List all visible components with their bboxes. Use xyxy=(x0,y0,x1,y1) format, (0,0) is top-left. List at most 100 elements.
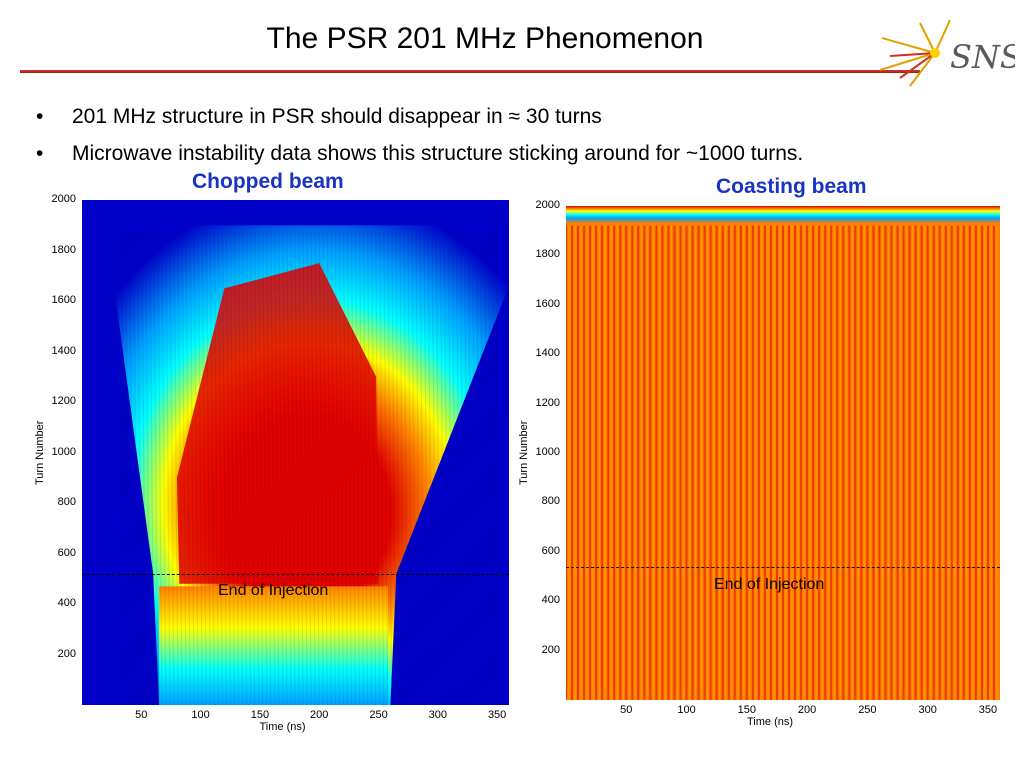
x-tick-label: 150 xyxy=(250,709,270,721)
striation xyxy=(492,230,498,706)
striation xyxy=(475,230,482,706)
striation xyxy=(427,230,433,706)
striation xyxy=(193,230,199,706)
striation xyxy=(237,230,244,706)
striation xyxy=(141,230,147,706)
striation xyxy=(121,230,127,706)
end-of-injection-label: End of Injection xyxy=(218,582,329,599)
y-tick-label: 2000 xyxy=(51,193,76,205)
striation xyxy=(387,230,393,706)
y-tick-label: 1000 xyxy=(535,446,560,458)
striation xyxy=(173,230,179,706)
striation xyxy=(241,230,248,706)
striation xyxy=(383,230,389,706)
y-tick-label: 1800 xyxy=(535,248,560,261)
striation xyxy=(391,230,397,706)
y-tick-label: 800 xyxy=(541,495,560,508)
striation xyxy=(217,230,224,706)
striation xyxy=(362,230,369,706)
striation xyxy=(153,230,159,706)
y-tick-label: 600 xyxy=(541,544,560,557)
x-tick-label: 100 xyxy=(677,704,696,716)
striation xyxy=(233,230,240,706)
striation xyxy=(451,230,457,706)
y-axis-label: Turn Number xyxy=(518,420,530,485)
striation xyxy=(443,230,449,706)
x-axis-label: Time (ns) xyxy=(259,721,306,733)
x-tick-label: 250 xyxy=(858,704,877,716)
striation xyxy=(439,230,445,706)
sns-logo: SNS xyxy=(880,19,1015,87)
striation xyxy=(471,230,478,706)
striation xyxy=(145,230,151,706)
striation xyxy=(483,230,490,706)
striation xyxy=(496,230,502,706)
chopped-beam-heatmap xyxy=(82,200,533,710)
striation xyxy=(270,230,276,706)
y-tick-label: 1600 xyxy=(535,297,560,310)
striation xyxy=(411,230,417,706)
striation xyxy=(189,230,195,706)
striation xyxy=(125,230,131,706)
y-tick-label: 1400 xyxy=(535,347,560,360)
striation xyxy=(201,230,207,706)
striation xyxy=(358,230,365,706)
x-tick-label: 350 xyxy=(978,704,998,716)
x-tick-label: 200 xyxy=(310,709,329,721)
x-tick-label: 100 xyxy=(191,709,210,721)
bullet-item: Microwave instability data shows this st… xyxy=(36,135,803,172)
striation xyxy=(467,230,474,706)
y-tick-label: 2000 xyxy=(535,199,560,211)
striation xyxy=(367,230,373,706)
striation xyxy=(157,230,163,706)
striation xyxy=(177,230,183,706)
striation xyxy=(262,230,268,706)
x-axis-label: Time (ns) xyxy=(747,716,794,728)
y-tick-label: 1800 xyxy=(51,243,76,256)
bullet-list: 201 MHz structure in PSR should disappea… xyxy=(36,98,803,172)
striation xyxy=(326,230,332,706)
striation xyxy=(463,230,470,706)
striation xyxy=(302,230,308,706)
y-tick-label: 1400 xyxy=(51,344,76,357)
bullet-item: 201 MHz structure in PSR should disappea… xyxy=(36,98,803,135)
striation xyxy=(197,230,203,706)
end-of-injection-line xyxy=(566,566,1000,568)
striation xyxy=(379,230,385,706)
y-tick-label: 400 xyxy=(57,597,76,609)
striation xyxy=(375,230,381,706)
striation xyxy=(431,230,437,706)
y-tick-label: 200 xyxy=(541,643,560,656)
striation xyxy=(342,230,349,706)
coasting-beam-title: Coasting beam xyxy=(716,175,867,198)
striation xyxy=(423,230,429,706)
heatmap-top-rim xyxy=(566,206,1000,224)
striation xyxy=(129,230,135,706)
striation xyxy=(334,230,340,706)
striation xyxy=(149,230,155,706)
striation xyxy=(354,230,361,706)
striation xyxy=(338,230,344,706)
x-tick-label: 50 xyxy=(135,709,148,721)
striation xyxy=(294,230,300,706)
striation xyxy=(116,230,123,706)
striation xyxy=(213,230,219,706)
end-of-injection-label: End of Injection xyxy=(714,576,825,593)
striation xyxy=(250,230,256,706)
striation xyxy=(137,230,143,706)
striation xyxy=(322,230,328,706)
x-tick-label: 50 xyxy=(620,704,633,716)
title-rule xyxy=(20,70,920,73)
striation xyxy=(165,230,171,706)
striation xyxy=(479,230,486,706)
striation xyxy=(330,230,336,706)
x-tick-label: 300 xyxy=(428,709,447,721)
slide-title: The PSR 201 MHz Phenomenon xyxy=(266,22,704,55)
chopped-beam-plot xyxy=(82,200,533,706)
heatmap-top-band xyxy=(82,200,509,226)
striation xyxy=(278,230,284,706)
coasting-beam-plot xyxy=(565,206,1000,700)
striation xyxy=(314,230,320,706)
striation xyxy=(371,230,377,706)
striation xyxy=(286,230,292,706)
